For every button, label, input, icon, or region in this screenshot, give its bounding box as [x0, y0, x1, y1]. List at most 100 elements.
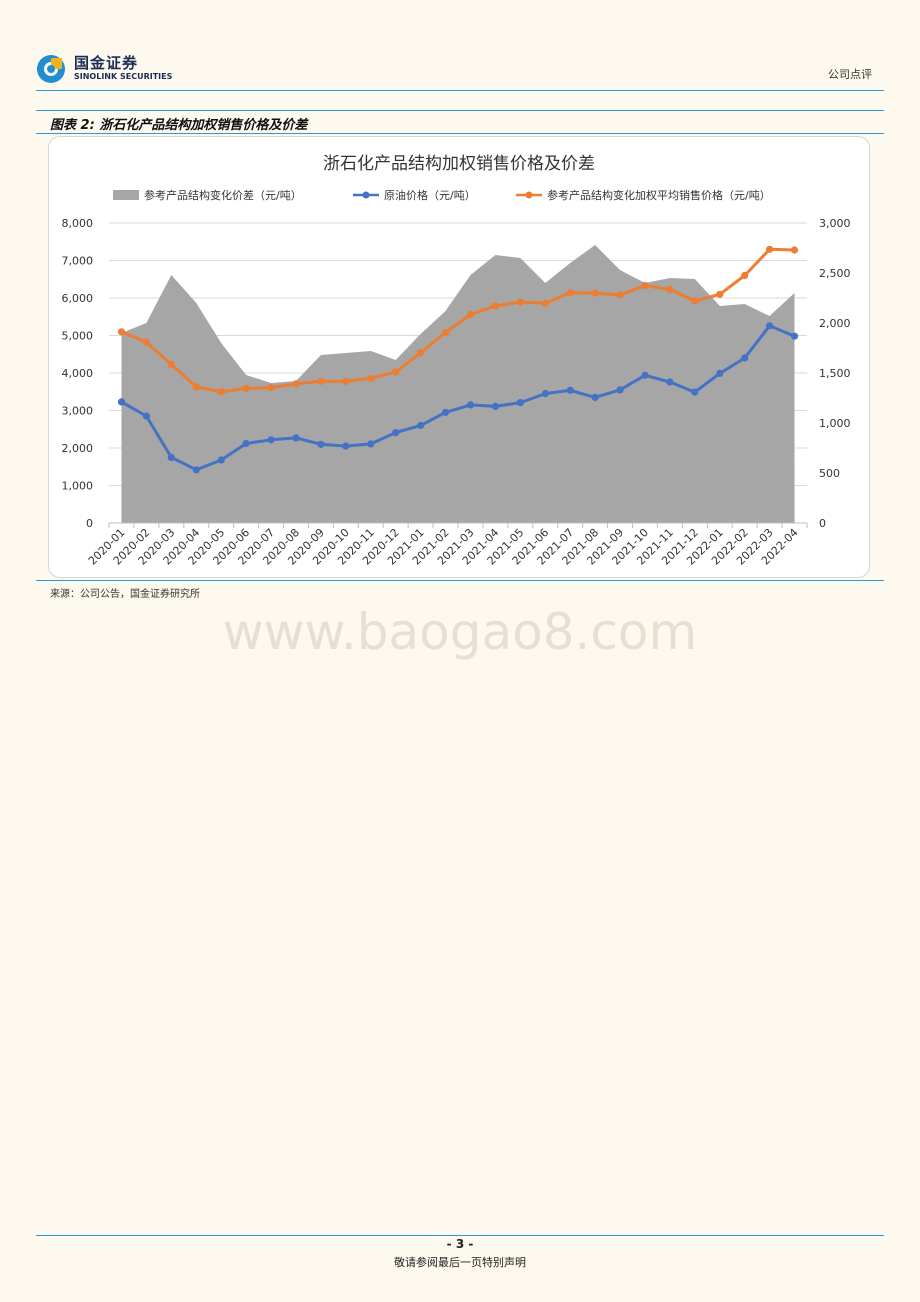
point-crude [317, 440, 325, 448]
point-crude [616, 386, 624, 394]
point-crude [591, 393, 599, 401]
point-avg-price [342, 377, 350, 385]
point-avg-price [516, 298, 524, 306]
point-crude [217, 456, 225, 464]
point-avg-price [691, 297, 699, 305]
point-avg-price [491, 302, 499, 310]
watermark: www.baogao8.com [222, 603, 698, 661]
point-crude [716, 369, 724, 377]
point-avg-price [591, 289, 599, 297]
point-avg-price [392, 368, 400, 376]
point-avg-price [741, 271, 749, 280]
y-right-tick-label: 500 [819, 467, 840, 480]
point-crude [741, 354, 749, 362]
point-crude [641, 371, 649, 379]
point-avg-price [267, 384, 275, 392]
point-avg-price [167, 360, 175, 368]
point-avg-price [716, 290, 724, 298]
point-avg-price [292, 380, 300, 388]
figure-label: 图表 2: [50, 118, 95, 133]
point-crude [566, 386, 574, 394]
point-avg-price [367, 374, 375, 382]
point-crude [392, 429, 400, 437]
point-crude [790, 332, 799, 340]
point-avg-price [242, 384, 250, 392]
figure-bottom-rule [36, 580, 884, 581]
point-avg-price [766, 245, 774, 253]
point-avg-price [441, 328, 450, 337]
point-crude [491, 402, 499, 410]
point-crude [342, 442, 350, 450]
point-avg-price [641, 282, 649, 290]
point-avg-price [541, 299, 549, 307]
y-left-tick-label: 4,000 [62, 367, 94, 380]
figure-title-rule [36, 133, 884, 134]
doc-type-label: 公司点评 [828, 68, 872, 81]
y-right-tick-label: 2,000 [819, 317, 851, 330]
point-avg-price [217, 388, 225, 396]
footer-rule [36, 1235, 884, 1236]
point-crude [666, 378, 674, 386]
legend-label-crude: 原油价格（元/吨） [384, 188, 476, 202]
point-crude [541, 390, 549, 398]
point-avg-price [566, 289, 574, 297]
point-crude [117, 398, 126, 406]
y-right-tick-label: 1,000 [819, 417, 851, 430]
point-avg-price [117, 328, 126, 336]
series-line-avg-price [120, 247, 795, 394]
point-crude [292, 434, 300, 442]
footer-disclaimer: 敬请参阅最后一页特别声明 [394, 1256, 526, 1269]
y-left-tick-label: 2,000 [62, 442, 94, 455]
y-right-tick-label: 3,000 [819, 217, 851, 230]
point-avg-price [666, 285, 674, 293]
figure-top-rule [36, 110, 884, 111]
logo-text-cn: 国金证券 [74, 54, 139, 72]
figure-title: 浙石化产品结构加权销售价格及价差 [99, 118, 308, 133]
y-right-tick-label: 1,500 [819, 367, 851, 380]
legend-label-avg-price: 参考产品结构变化加权平均销售价格（元/吨） [547, 188, 771, 202]
y-left-tick-label: 5,000 [62, 330, 94, 343]
page-number: - 3 - [446, 1237, 474, 1251]
point-avg-price [790, 246, 799, 254]
point-crude [516, 399, 524, 407]
y-right-tick-label: 2,500 [819, 267, 851, 280]
y-left-tick-label: 7,000 [62, 255, 94, 268]
figure-source: 来源：公司公告，国金证券研究所 [50, 589, 200, 600]
point-crude [167, 453, 175, 461]
figure-caption: 图表 2: 浙石化产品结构加权销售价格及价差 [50, 114, 307, 133]
chart-title: 浙石化产品结构加权销售价格及价差 [323, 154, 595, 174]
header-rule [36, 90, 884, 91]
company-logo: 国金证券 SINOLINK SECURITIES [36, 52, 173, 88]
point-crude [192, 466, 200, 474]
y-left-tick-label: 1,000 [62, 480, 94, 493]
y-left-tick-label: 8,000 [62, 217, 94, 230]
point-crude [766, 322, 774, 330]
logo-text-en: SINOLINK SECURITIES [74, 72, 173, 81]
point-crude [441, 408, 450, 416]
point-crude [417, 421, 425, 430]
point-crude [367, 440, 375, 448]
legend-label-spread: 参考产品结构变化价差（元/吨） [144, 188, 302, 202]
y-left-tick-label: 6,000 [62, 292, 94, 305]
point-avg-price [466, 310, 475, 319]
point-crude [267, 436, 275, 444]
point-avg-price [142, 338, 150, 346]
sinolink-logo-icon [37, 55, 65, 83]
point-crude [691, 388, 699, 396]
y-right-tick-label: 0 [819, 517, 826, 530]
y-left-tick-label: 0 [86, 517, 93, 530]
y-left-tick-label: 3,000 [62, 405, 94, 418]
point-crude [242, 439, 250, 448]
series-area-spread [121, 245, 795, 523]
point-avg-price [317, 377, 325, 385]
point-avg-price [417, 349, 425, 357]
point-crude [142, 412, 150, 420]
chart-container: 浙石化产品结构加权销售价格及价差参考产品结构变化价差（元/吨） 原油价格（元/吨）… [48, 136, 870, 578]
point-crude [466, 401, 475, 409]
point-avg-price [192, 383, 200, 391]
series-line-crude [120, 324, 796, 472]
point-avg-price [616, 291, 624, 299]
legend-marker-avg-price [525, 191, 533, 199]
legend-swatch-spread [113, 190, 139, 200]
